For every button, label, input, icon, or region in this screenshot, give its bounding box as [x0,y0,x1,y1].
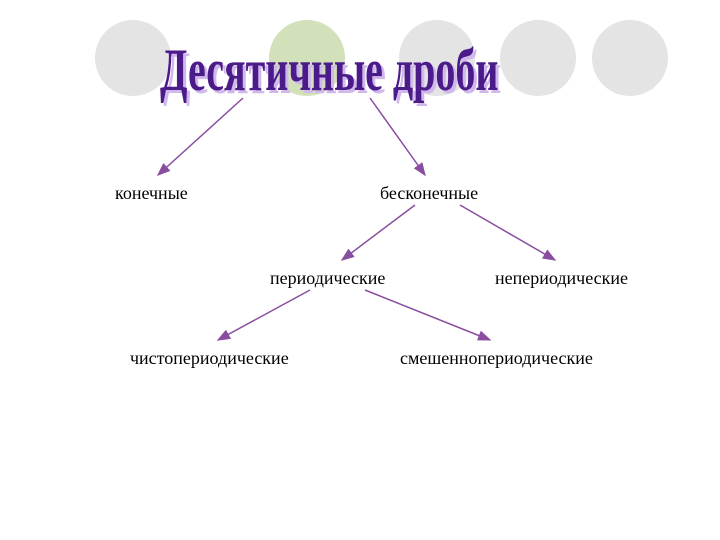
node-nonperiodic: непериодические [495,268,628,289]
bg-circle-5 [592,20,668,96]
diagram-title: Десятичные дроби [160,34,498,105]
node-infinite: бесконечные [380,183,478,204]
node-finite: конечные [115,183,188,204]
bg-circle-4 [500,20,576,96]
node-periodic: периодические [270,268,385,289]
node-mixed-periodic: смешеннопериодические [400,348,593,369]
node-pure-periodic: чистопериодические [130,348,289,369]
